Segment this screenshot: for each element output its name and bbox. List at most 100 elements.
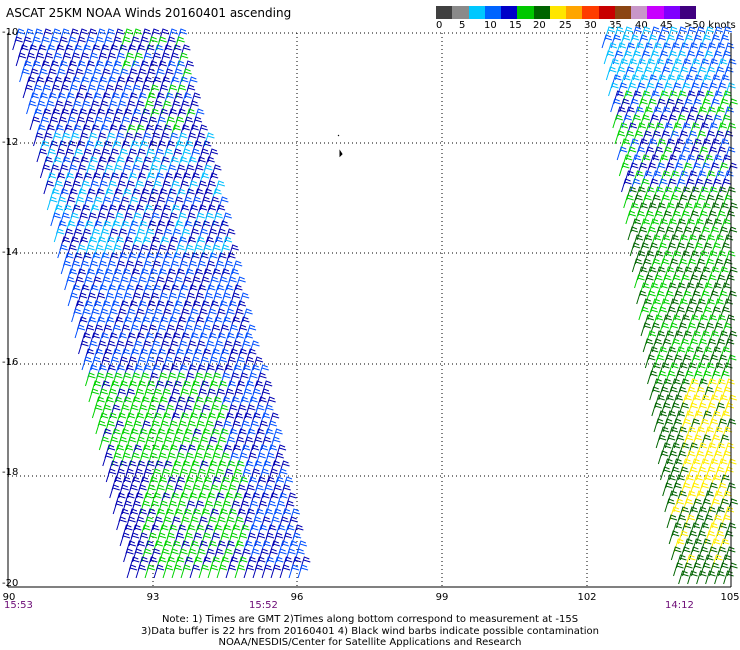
map-frame	[7, 33, 732, 588]
legend-swatch	[631, 6, 648, 19]
wind-barb	[252, 564, 264, 579]
wind-barb	[98, 436, 110, 451]
wind-barb	[724, 210, 735, 225]
lat-label: -16	[2, 357, 19, 368]
wind-barb	[612, 114, 624, 129]
wind-barb	[234, 564, 246, 579]
lat-label: -14	[2, 247, 19, 258]
wind-barb	[46, 196, 58, 211]
legend-swatch	[549, 6, 566, 19]
legend-label: >50 knots	[684, 20, 736, 31]
wind-barb	[43, 180, 55, 195]
wind-barb	[198, 564, 210, 579]
wind-barb	[726, 162, 738, 177]
legend-label: 20	[533, 20, 546, 31]
wind-barb	[640, 322, 652, 337]
legend-swatch	[484, 6, 501, 19]
wind-barb	[727, 562, 738, 577]
wind-barb	[84, 372, 96, 387]
wind-barb	[288, 564, 300, 579]
wind-barb	[618, 162, 630, 177]
lon-label: 96	[290, 592, 304, 603]
legend-label: 25	[559, 20, 572, 31]
wind-barb	[723, 466, 734, 481]
wind-barb	[19, 68, 30, 83]
wind-barb	[180, 564, 192, 579]
wind-barb	[726, 290, 737, 305]
wind-barb	[644, 354, 656, 369]
wind-barb	[50, 212, 61, 227]
lat-label: -18	[2, 467, 19, 478]
wind-barb	[670, 546, 682, 561]
wind-barb	[653, 418, 665, 433]
time-label: 14:12	[665, 600, 694, 611]
legend-swatch	[647, 6, 664, 19]
legend-swatch	[517, 6, 534, 19]
wind-barb	[153, 564, 165, 579]
legend-label: 45	[660, 20, 673, 31]
wind-barb	[32, 132, 44, 147]
wind-barb	[723, 338, 735, 353]
wind-barb	[88, 388, 100, 403]
legend-label: 10	[484, 20, 497, 31]
wind-barb	[116, 516, 127, 531]
wind-barb	[57, 244, 68, 259]
wind-barb	[714, 570, 725, 585]
wind-barb	[616, 146, 628, 161]
legend-swatch	[468, 6, 485, 19]
wind-barb	[74, 324, 86, 339]
wind-barb	[12, 36, 23, 51]
wind-barb	[726, 226, 738, 241]
wind-barb	[614, 130, 626, 145]
wind-barb	[261, 564, 273, 579]
wind-barb	[621, 178, 632, 193]
wind-barb	[666, 514, 678, 529]
wind-barb	[53, 228, 65, 243]
legend-swatch	[566, 6, 583, 19]
wind-barb	[724, 146, 736, 161]
wind-barb	[638, 306, 649, 321]
wind-barb	[657, 450, 669, 465]
wind-speed-color-legend	[436, 6, 696, 19]
lon-label: 102	[577, 592, 597, 603]
wind-barb	[687, 570, 698, 585]
wind-barb	[629, 242, 641, 257]
wind-barb	[727, 498, 738, 513]
wind-barb	[91, 404, 103, 419]
note-line: Note: 1) Times are GMT 2)Times along bot…	[161, 614, 579, 625]
wind-barb	[225, 564, 237, 579]
wind-barb	[112, 500, 124, 515]
wind-barb	[279, 564, 291, 579]
lon-label: 105	[720, 592, 740, 603]
wind-barb	[81, 356, 93, 371]
legend-label: 5	[459, 20, 466, 31]
wind-barb	[67, 292, 79, 307]
wind-barb	[297, 564, 309, 579]
wind-barb	[722, 66, 734, 81]
wind-barb	[171, 564, 183, 579]
wind-barb	[95, 420, 107, 435]
wind-barb	[102, 452, 113, 467]
wind-barb	[651, 402, 662, 417]
wind-barb	[608, 82, 619, 97]
wind-barb	[610, 98, 621, 113]
wind-barb	[722, 130, 734, 145]
island-marker	[337, 134, 343, 158]
legend-swatch	[452, 6, 469, 19]
lon-label: 99	[435, 592, 449, 603]
lat-label: -20	[2, 578, 19, 589]
wind-barb	[135, 564, 147, 579]
wind-speed-legend-labels: 0 5 10 15 20 25 30 35 40 45 >50 knots	[430, 20, 740, 34]
wind-barb	[15, 52, 27, 67]
wind-barb	[636, 290, 647, 305]
wind-barb	[722, 530, 734, 545]
legend-swatch	[614, 6, 631, 19]
wind-barb	[696, 570, 707, 585]
legend-swatch	[679, 6, 696, 19]
legend-label: 35	[609, 20, 622, 31]
time-label: 15:52	[249, 600, 278, 611]
wind-barb	[673, 562, 684, 577]
wind-barb	[39, 164, 51, 179]
legend-swatch	[533, 6, 550, 19]
